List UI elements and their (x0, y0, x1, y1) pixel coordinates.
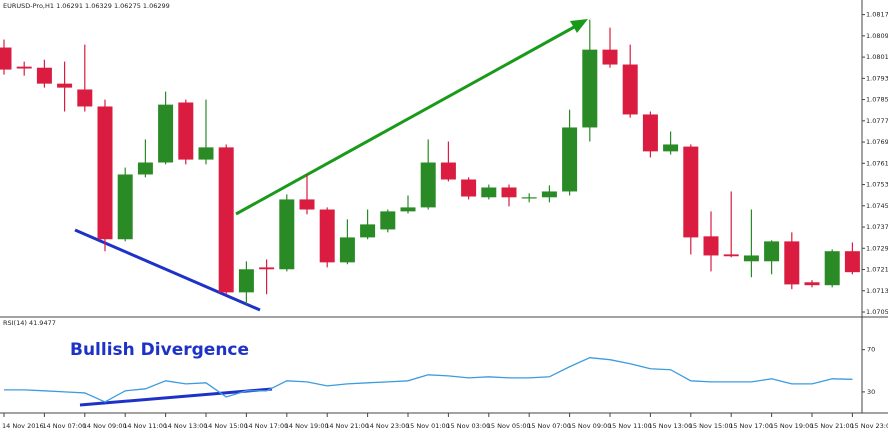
x-tick-label: 15 Nov 09:00 (568, 422, 612, 430)
y-tick-label: 1.07135 (866, 287, 888, 295)
candle-body (339, 237, 355, 263)
candle-body (360, 224, 376, 238)
y-tick-label: 1.07055 (866, 308, 888, 316)
candle-body (562, 127, 578, 192)
candle-body (582, 49, 598, 128)
candle-body (440, 162, 456, 180)
candle-body (743, 255, 759, 262)
y-tick-label: 1.07455 (866, 202, 888, 210)
candle-body (824, 251, 840, 286)
candle-body (0, 47, 12, 70)
x-tick-label: 15 Nov 21:00 (810, 422, 854, 430)
y-tick-label: 1.07295 (866, 244, 888, 252)
candle-body (400, 207, 416, 212)
candle-body (764, 241, 780, 262)
candle-body (299, 199, 315, 210)
x-tick-label: 14 Nov 11:00 (123, 422, 167, 430)
y-tick-label: 30 (867, 388, 875, 396)
candle-body (178, 102, 194, 160)
y-tick-label: 1.08095 (866, 32, 888, 40)
candle-body (784, 241, 800, 285)
candle-body (137, 162, 153, 175)
annotation: Bullish Divergence (70, 340, 249, 360)
candle-body (36, 67, 52, 84)
y-tick-label: 1.07855 (866, 96, 888, 104)
chart-title: EURUSD-Pro,H1 1.06291 1.06329 1.06275 1.… (3, 2, 170, 10)
y-tick-label: 1.07775 (866, 117, 888, 125)
x-tick-label: 15 Nov 19:00 (770, 422, 814, 430)
x-tick-label: 14 Nov 2016 (2, 422, 44, 430)
candle-body (804, 282, 820, 286)
candle-body (521, 197, 537, 199)
candle-body (259, 267, 275, 270)
x-tick-label: 15 Nov 03:00 (446, 422, 490, 430)
y-tick-label: 1.07375 (866, 223, 888, 231)
candle-body (703, 236, 719, 256)
candle-body (279, 199, 295, 270)
candle-body (420, 162, 436, 208)
candle-body (218, 147, 234, 293)
price-trendline (74, 228, 261, 312)
candle-body (158, 104, 174, 163)
candle-body (57, 83, 73, 88)
candle-body (844, 251, 860, 273)
candle-body (16, 66, 32, 69)
x-tick-label: 14 Nov 21:00 (325, 422, 369, 430)
candle-body (198, 147, 214, 160)
x-tick-label: 14 Nov 19:00 (285, 422, 329, 430)
x-tick-label: 15 Nov 13:00 (648, 422, 692, 430)
arrow-head (570, 19, 588, 33)
candle-body (319, 209, 335, 263)
candle-body (663, 144, 679, 152)
x-tick-label: 15 Nov 05:00 (487, 422, 531, 430)
candle-body (501, 187, 517, 198)
candle-body (541, 191, 557, 198)
trend-arrow (235, 24, 577, 216)
y-tick-label: 1.07535 (866, 181, 888, 189)
rsi-title: RSI(14) 41.9477 (3, 319, 56, 327)
candle-body (642, 114, 658, 152)
candle-body (622, 64, 638, 115)
rsi-line (4, 357, 853, 403)
x-tick-label: 14 Nov 17:00 (244, 422, 288, 430)
x-tick-label: 15 Nov 01:00 (406, 422, 450, 430)
y-tick-label: 70 (867, 346, 875, 354)
x-tick-label: 15 Nov 07:00 (527, 422, 571, 430)
x-tick-label: 15 Nov 15:00 (689, 422, 733, 430)
candle-body (723, 254, 739, 257)
rsi-trendline (79, 387, 273, 407)
y-tick-label: 1.07695 (866, 138, 888, 146)
y-tick-label: 1.07615 (866, 159, 888, 167)
y-tick-label: 1.07215 (866, 266, 888, 274)
candle-body (683, 146, 699, 238)
x-tick-label: 15 Nov 23:00 (850, 422, 888, 430)
candle-body (77, 89, 93, 107)
candle-body (602, 49, 618, 65)
y-tick-label: 1.08015 (866, 53, 888, 61)
x-tick-label: 15 Nov 17:00 (729, 422, 773, 430)
candle-body (461, 179, 477, 197)
x-tick-label: 15 Nov 11:00 (608, 422, 652, 430)
candle-body (97, 106, 113, 240)
x-tick-label: 14 Nov 09:00 (83, 422, 127, 430)
candle-body (117, 174, 133, 240)
x-tick-label: 14 Nov 13:00 (164, 422, 208, 430)
y-tick-label: 1.08175 (866, 11, 888, 19)
x-tick-label: 14 Nov 07:00 (42, 422, 86, 430)
candle-body (380, 211, 396, 230)
x-tick-label: 14 Nov 23:00 (366, 422, 410, 430)
x-tick-label: 14 Nov 15:00 (204, 422, 248, 430)
candle-body (238, 269, 254, 293)
y-tick-label: 1.07935 (866, 74, 888, 82)
candle-body (481, 187, 497, 198)
